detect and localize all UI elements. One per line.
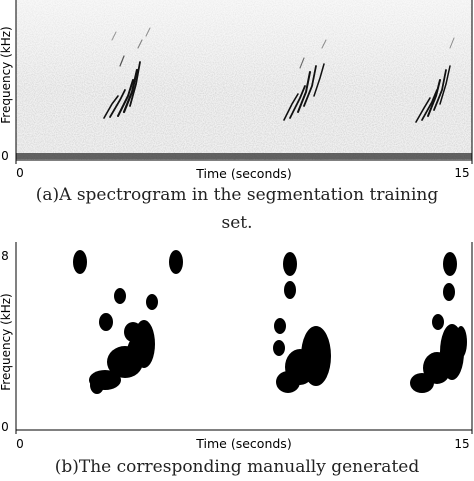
y-axis-label: Frequency (kHz)	[0, 293, 13, 390]
segment-blob	[276, 371, 300, 393]
y-tick-8: 8	[1, 249, 9, 263]
spectrogram-figure: Frequency (kHz) 0 0 15 Time (seconds)	[0, 0, 473, 181]
x-axis-label: Time (seconds)	[195, 166, 291, 181]
segment-blob	[273, 340, 285, 356]
segment-blob	[114, 288, 126, 304]
segment-blob	[127, 338, 143, 366]
segment-blob	[443, 283, 455, 301]
y-tick-0: 0	[1, 149, 9, 163]
caption-a-line1: (a)A spectrogram in the segmentation tra…	[35, 185, 439, 205]
segment-blob	[274, 318, 286, 334]
x-tick-15: 15	[454, 437, 469, 451]
segment-blob	[169, 250, 183, 274]
bird-call-3	[415, 37, 455, 123]
y-axis-label: Frequency (kHz)	[0, 26, 13, 123]
segment-blob	[283, 252, 297, 276]
bird-call-2	[283, 39, 327, 121]
segment-blob	[99, 313, 113, 331]
caption-b-line1: (b)The corresponding manually generated	[54, 457, 420, 477]
segment-blob	[90, 376, 104, 394]
segment-blob	[284, 281, 296, 299]
x-axis-label: Time (seconds)	[195, 436, 291, 451]
caption-b: (b)The corresponding manually generated	[0, 453, 474, 481]
x-tick-0: 0	[16, 437, 24, 451]
low-frequency-band	[16, 153, 472, 159]
segment-blob	[146, 294, 158, 310]
segment-group-1	[73, 250, 183, 394]
caption-a: (a)A spectrogram in the segmentation tra…	[0, 181, 474, 237]
x-tick-0: 0	[16, 166, 24, 180]
segment-group-2	[273, 252, 331, 393]
bird-call-1	[103, 27, 151, 119]
y-tick-0: 0	[1, 420, 9, 434]
segment-blob	[443, 252, 457, 276]
segmentation-figure: 8 0 Frequency (kHz) 0 15 Time (seconds)	[0, 242, 474, 474]
segment-blob	[432, 314, 444, 330]
caption-a-line2: set.	[221, 213, 253, 233]
x-tick-15: 15	[454, 166, 469, 180]
spectrogram-plot: Frequency (kHz) 0 0 15 Time (seconds)	[0, 0, 473, 181]
segment-blob	[410, 373, 434, 393]
segment-blob	[73, 250, 87, 274]
segmentation-plot: 8 0 Frequency (kHz) 0 15 Time (seconds)	[0, 242, 473, 451]
segment-group-3	[410, 252, 467, 393]
segment-blob	[455, 326, 467, 358]
